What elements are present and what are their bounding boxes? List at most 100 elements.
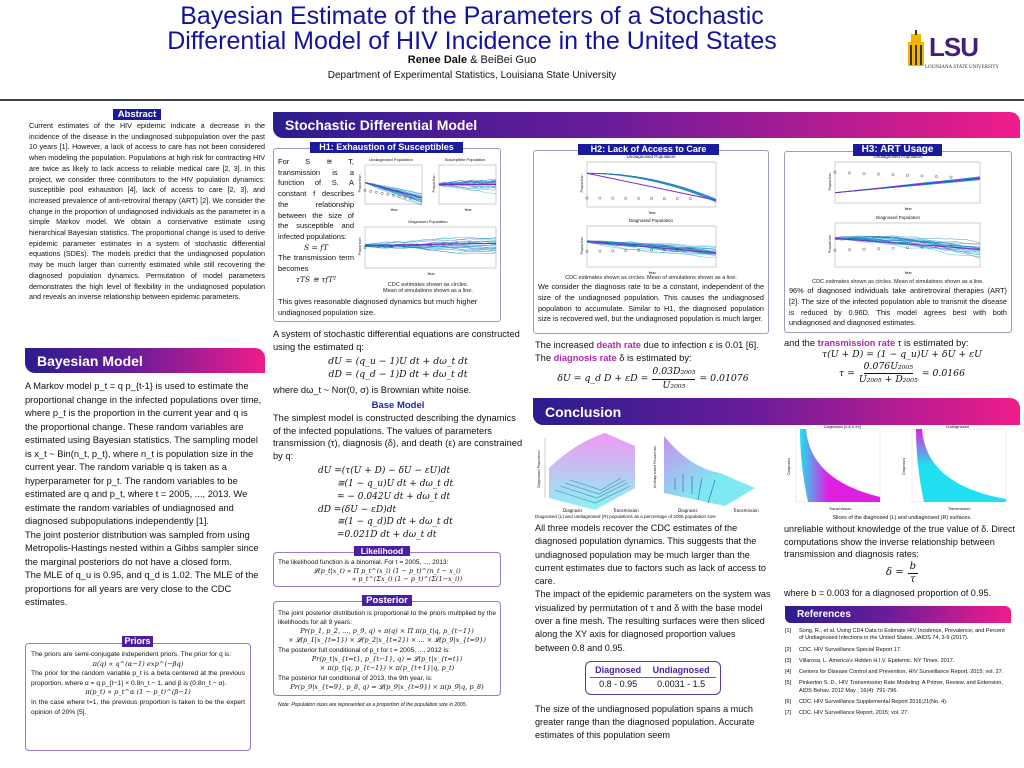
h1-plot1-wrap: Undiagnosed Population Year Proportion (357, 157, 425, 217)
h1-susceptible-plot: Year Proportion (432, 164, 497, 212)
diagnosed-slice-plot: Diagnosed [0.8-0.95] Transmission Diagno… (787, 425, 881, 511)
surface-r-ylabel: Transmission (732, 508, 759, 513)
cdc-estimate-point (402, 244, 406, 248)
diagnosis-rate-equation: δU = q_d D + εD = 0.03D₂₀₀₅ U₂₀₀₅ = 0.010… (535, 366, 771, 392)
reference-number: [4] (785, 669, 792, 676)
cdc-estimate-point (688, 247, 692, 251)
diag-eq-right: = 0.01076 (699, 372, 749, 384)
cdc-estimate-point (663, 248, 666, 252)
cdc-estimate-point (650, 197, 653, 200)
priors-text-2: The prior for the random variable p_t is… (31, 670, 245, 687)
trans-eq-fraction: 0.076U₂₀₀₅ U₂₀₀₅ + D₂₀₀₅ (859, 361, 918, 386)
h3-diagnosed-plot: Year Proportion (828, 222, 981, 275)
reference-text: Pinkerton S. D., HIV Transmission Rate M… (799, 680, 1003, 694)
cdc-estimate-point (376, 245, 380, 249)
cdc-estimate-point (585, 250, 589, 253)
sde-where: where dω_t ~ Nor(0, σ) is Brownian white… (273, 385, 472, 396)
author-separator: & (467, 54, 481, 66)
h1-plot2-wrap: Susceptible Population Year Proportion (431, 157, 499, 217)
cdc-estimate-point (935, 245, 938, 248)
base-equation-line: ≅(1 − q_d)D dt + dω_t dt (337, 517, 453, 528)
stochastic-model-banner: Stochastic Differential Model (273, 112, 1020, 138)
cdc-estimate-point (442, 242, 446, 246)
cdc-estimate-point (429, 243, 432, 246)
simulation-line (834, 235, 981, 243)
base-equation-line: dD =(δU − εD)dt (318, 504, 397, 515)
cdc-estimate-point (397, 194, 401, 198)
priors-text-3: In the case where t=1, the previous prop… (31, 698, 245, 716)
reference-text: Song, R., et al. Using CD4 Data to Estim… (799, 628, 1005, 642)
simulation-line (586, 241, 717, 258)
author-1: Renee Dale (407, 54, 468, 66)
cdc-estimate-point (949, 175, 953, 179)
h2-box: Undiagnosed Population Year Proportion Di… (533, 150, 769, 334)
surface-caption: Diagnosed (L) and undiagnosed (R) popula… (535, 514, 717, 519)
slice-l-xlabel: Transmission (828, 507, 852, 511)
simulation-line (438, 184, 497, 191)
tower-icon (908, 30, 924, 66)
h2-undiagnosed-plot: Year Proportion (580, 161, 717, 215)
h1-formula-1: S = fT (304, 242, 328, 252)
base-model-text: The simplest model is constructed descri… (273, 413, 523, 461)
reference-text: Villarosa, L. America's Hidden H.I.V. Ep… (799, 657, 955, 664)
reference-item: [7] CDC. HIV Surveillance Report, 2015; v… (785, 710, 1010, 717)
table-cell-undiagnosed: 0.0031 - 1.5 (657, 679, 706, 690)
simulation-line (586, 241, 717, 254)
diag-eq-den: U₂₀₀₅ (662, 379, 686, 391)
h1-caption-1: CDC estimates shown as circles. (387, 282, 469, 288)
reference-number: [7] (785, 710, 792, 717)
death-rate-highlight: death rate (596, 340, 641, 350)
simulation-line (364, 182, 423, 195)
reference-text: CDC. HIV Surveillance Report, 2015; vol.… (799, 710, 909, 717)
cdc-estimate-point (848, 171, 851, 175)
simulation-mean-line (364, 242, 497, 246)
slice-l-title: Diagnosed [0.8-0.95] (824, 425, 862, 429)
stochastic-model-title: Stochastic Differential Model (285, 117, 478, 133)
slice-r-title: Undiagnosed (946, 425, 969, 429)
plot-axes (834, 222, 981, 268)
note: Note: Population sizes are represented a… (278, 702, 468, 709)
h1-box: For S ≅ T, transmission is a function of… (273, 148, 501, 323)
range-table: Diagnosed Undiagnosed 0.8 - 0.95 0.0031 - … (585, 660, 721, 695)
posterior-formula-2: × 𝓛(p_1|x_{t=1}) × 𝓛(p_2|x_{t=2}) × ... … (287, 636, 486, 645)
plot-xlabel: Year (905, 271, 913, 275)
h3-undiagnosed-plot: Year Proportion (828, 161, 981, 211)
cdc-estimate-point (848, 248, 851, 252)
likelihood-label: Likelihood (354, 545, 410, 556)
surface-l-ylabel: Transmission (612, 508, 639, 513)
cdc-estimate-point (598, 249, 602, 253)
cdc-estimate-point (862, 247, 866, 251)
reference-text: CDC. HIV Surveillance Special Report 17. (799, 646, 902, 653)
transmission-equation-2: τ = 0.076U₂₀₀₅ U₂₀₀₅ + D₂₀₀₅ = 0.0166 (784, 361, 1020, 386)
h1-diagnosed-plot: Year Proportion (358, 226, 497, 276)
death-pre: The increased (535, 340, 597, 350)
reference-number: [1] (785, 628, 792, 634)
simulation-mean-line (586, 172, 717, 201)
h3-plot1-title: Undiagnosed Population (873, 154, 923, 159)
cdc-estimate-point (416, 243, 419, 247)
h3-box: Undiagnosed Population Year Proportion Di… (784, 151, 1012, 334)
trans-eq-den: U₂₀₀₅ + D₂₀₀₅ (858, 374, 918, 385)
likelihood-box: The likelihood function is a binomial. F… (273, 551, 501, 587)
plot-ylabel: Proportion (580, 174, 584, 192)
cdc-estimate-point (403, 195, 407, 199)
inv-eq-den: τ (910, 574, 916, 585)
conclusion-p4: unreliable without knowledge of the true… (784, 524, 1016, 559)
likelihood-formula-2: ∝ p_t^(Σx_i) (1 − p_t)^(Σ(1−x_i)) (351, 575, 463, 584)
reference-text: Centers for Disease Control and Preventi… (799, 669, 1004, 676)
plot-axes (364, 164, 423, 205)
cdc-estimate-point (389, 244, 393, 248)
table-header-undiagnosed: Undiagnosed (652, 664, 710, 675)
h3-text: 96% of diagnosed individuals take antire… (789, 286, 1007, 328)
slice-l-ylabel: Diagnosis (787, 458, 791, 475)
reference-number: [6] (785, 699, 792, 706)
plot-xlabel: Year (391, 208, 399, 212)
slice-caption: Slices of the diagnosed (L) and undiagno… (832, 515, 972, 521)
reference-number: [3] (785, 657, 792, 664)
prior-q-formula: π(q) ∝ q^(α−1) exp^(−βq) (92, 659, 184, 668)
h1-undiagnosed-plot: Year Proportion (358, 164, 423, 212)
slice-r-xlabel: Transmission (947, 507, 971, 511)
simulation-line (364, 182, 423, 206)
posterior-text-1: The joint posterior distribution is prop… (278, 609, 496, 626)
